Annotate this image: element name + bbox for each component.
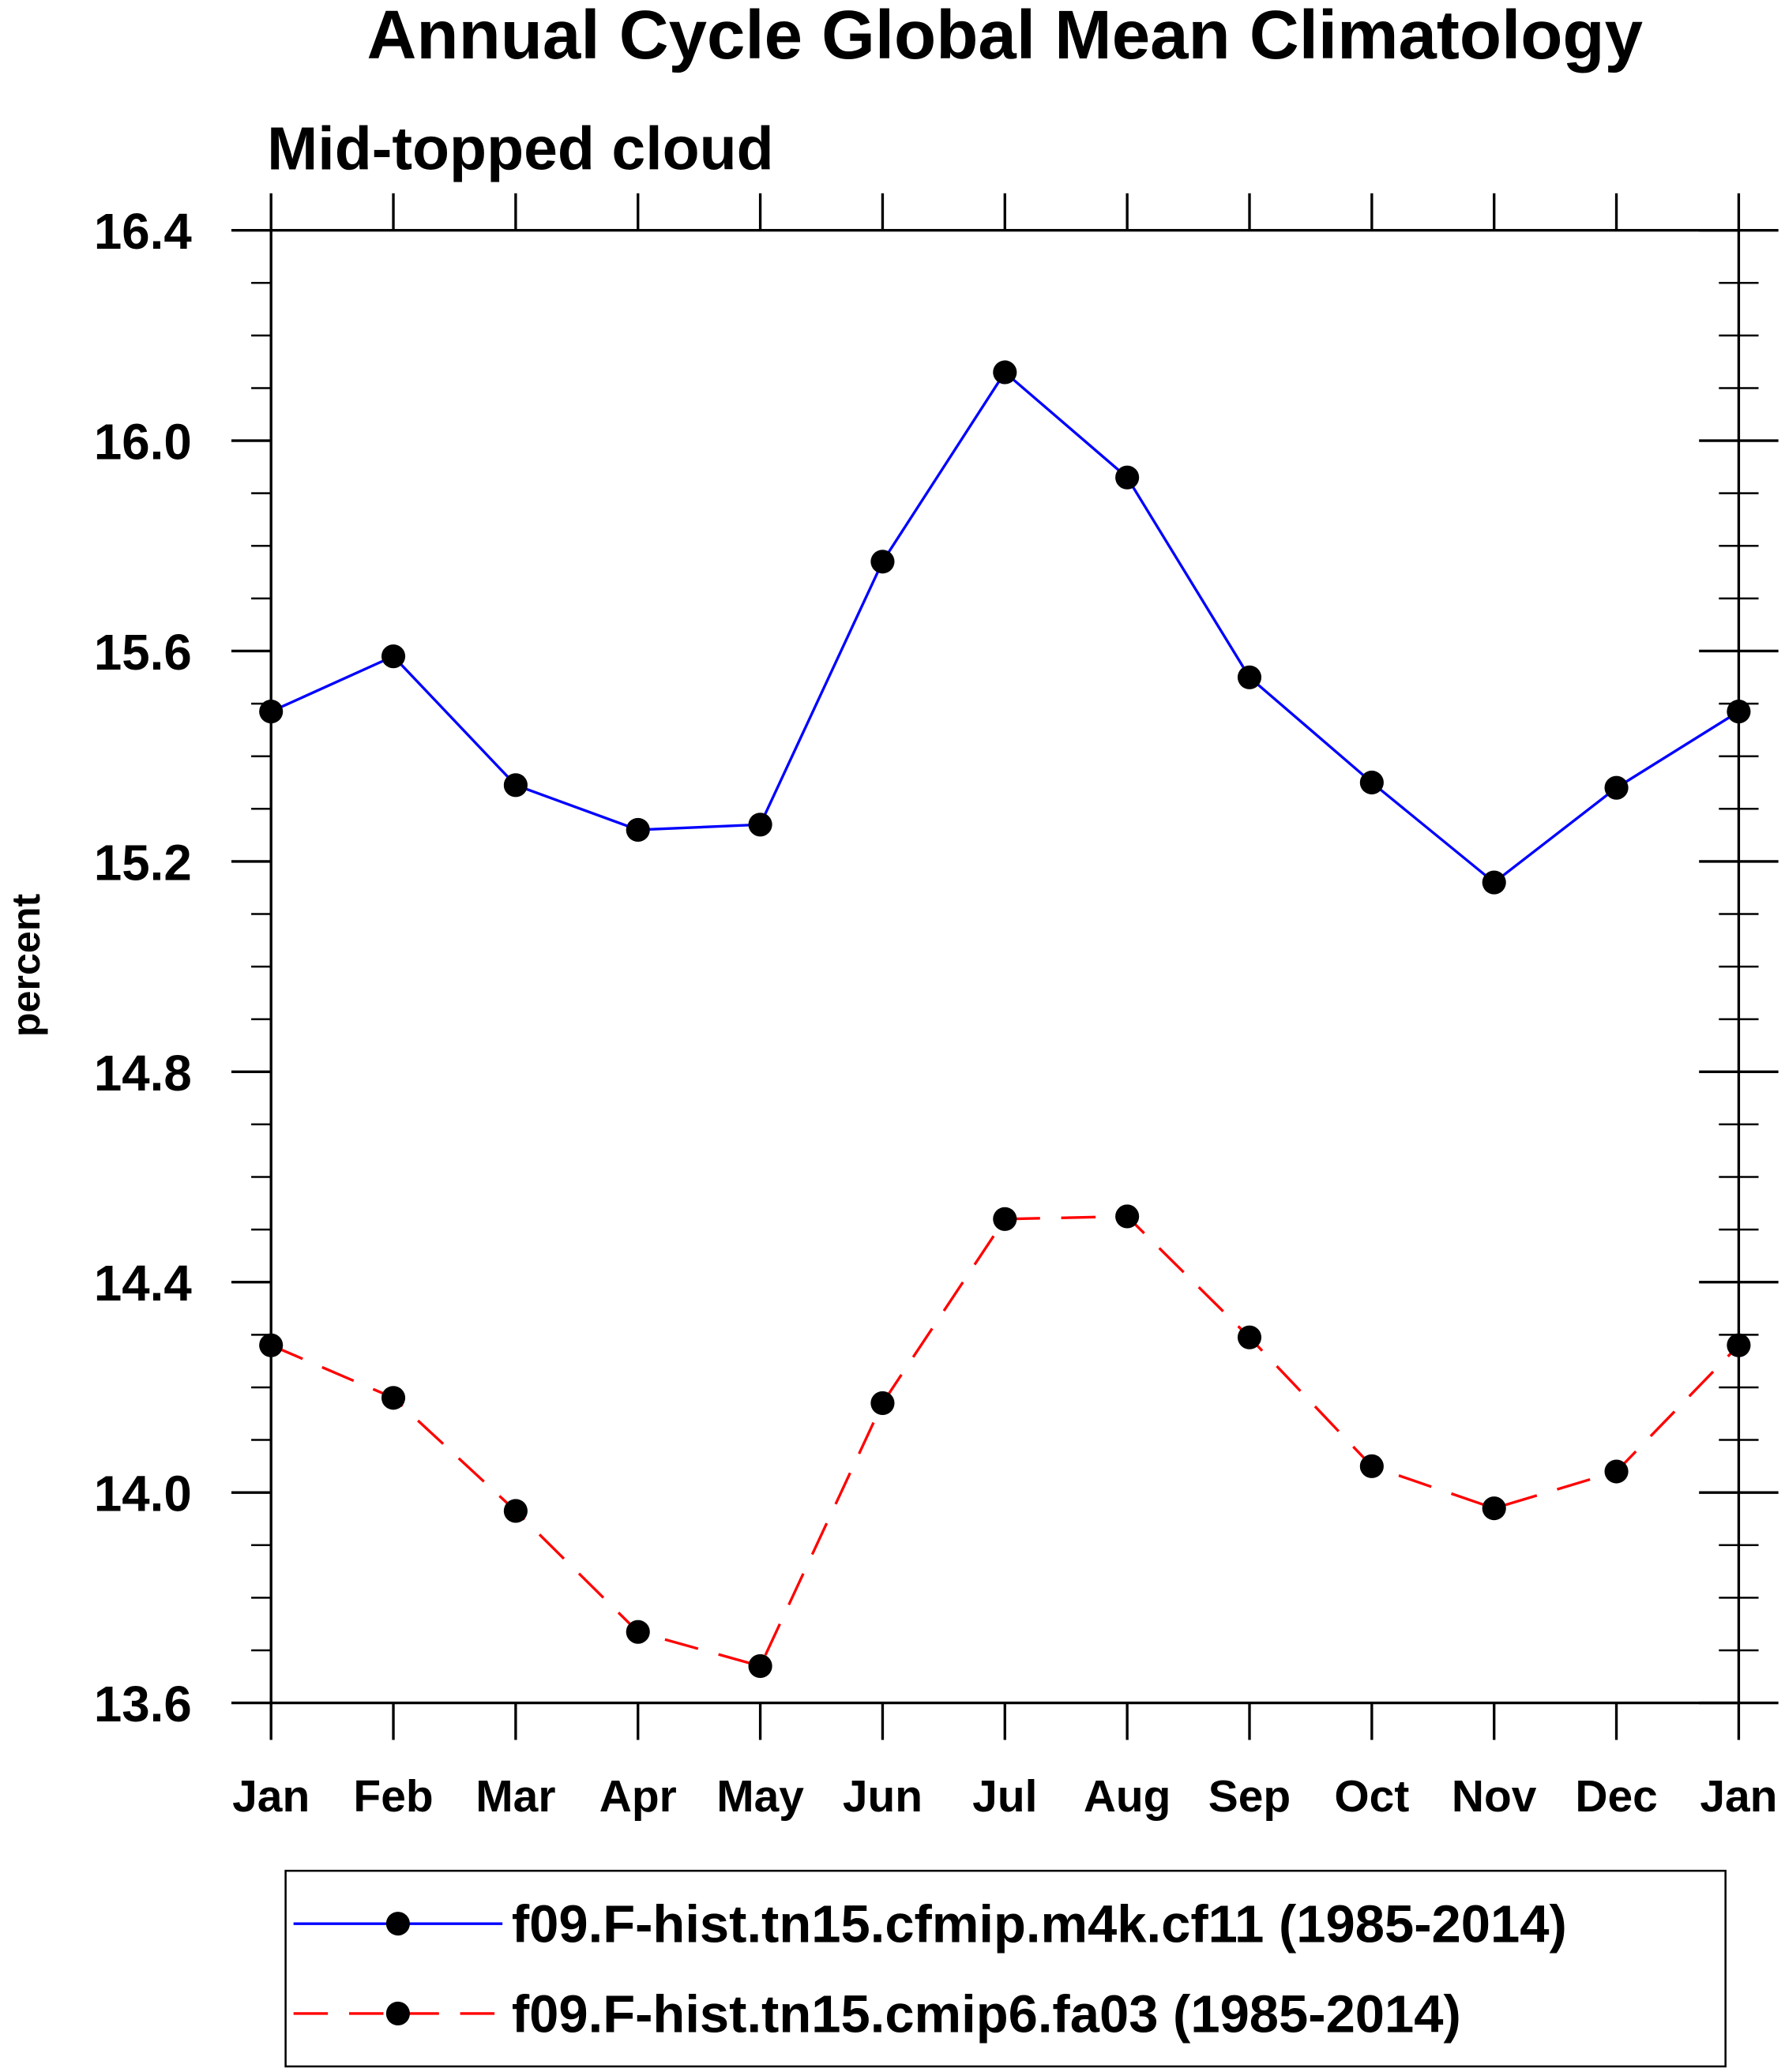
- data-point: [1359, 1454, 1384, 1478]
- series-line-1: [270, 1214, 1740, 1668]
- data-point: [1237, 1325, 1262, 1349]
- legend-label: f09.F-hist.tn15.cfmip.m4k.cf11 (1985-201…: [512, 1895, 1567, 1954]
- x-tick-label: Aug: [1084, 1771, 1171, 1822]
- data-point: [1115, 1204, 1140, 1229]
- y-tick-label: 14.4: [94, 1256, 192, 1312]
- series-line-0: [270, 370, 1740, 884]
- data-point: [381, 644, 406, 669]
- legend: f09.F-hist.tn15.cfmip.m4k.cf11 (1985-201…: [284, 1869, 1727, 2068]
- y-tick-label: 16.0: [94, 415, 192, 471]
- x-tick-label: Jan: [232, 1771, 310, 1822]
- data-point: [626, 1620, 650, 1644]
- x-tick-label: Jun: [843, 1771, 923, 1822]
- x-tick-label: Jan: [1700, 1771, 1777, 1822]
- data-point: [993, 1207, 1017, 1231]
- chart-title: Annual Cycle Global Mean Climatology: [367, 0, 1643, 73]
- data-point: [381, 1386, 406, 1410]
- data-point: [626, 817, 650, 843]
- x-tick-label: Jul: [972, 1771, 1037, 1822]
- legend-marker: [385, 1912, 410, 1936]
- y-tick-label: 14.0: [94, 1466, 192, 1522]
- x-tick-label: May: [716, 1771, 804, 1822]
- y-tick-label: 13.6: [94, 1676, 192, 1732]
- y-tick-label: 15.6: [94, 625, 192, 681]
- y-tick-label: 14.8: [94, 1045, 192, 1102]
- data-point: [748, 1653, 772, 1679]
- data-point: [870, 1391, 895, 1415]
- x-tick-label: Dec: [1575, 1771, 1657, 1822]
- x-tick-label: Apr: [599, 1771, 677, 1822]
- legend-label: f09.F-hist.tn15.cmip6.fa03 (1985-2014): [512, 1984, 1461, 2044]
- plot-frame: [269, 228, 1741, 1705]
- data-point: [503, 1499, 528, 1523]
- y-tick-label: 16.4: [94, 204, 192, 260]
- legend-marker: [385, 2001, 410, 2026]
- data-point: [1604, 775, 1629, 800]
- data-point: [1237, 665, 1262, 689]
- data-point: [1604, 1459, 1629, 1484]
- y-axis-label: percent: [4, 893, 48, 1037]
- data-point: [1482, 1496, 1506, 1521]
- legend-box: [284, 1869, 1727, 2068]
- y-tick-label: 15.2: [94, 835, 192, 891]
- x-tick-label: Feb: [353, 1771, 433, 1822]
- x-tick-label: Sep: [1208, 1771, 1291, 1822]
- data-point: [1359, 770, 1384, 795]
- x-tick-label: Oct: [1334, 1771, 1409, 1822]
- data-point: [503, 773, 528, 798]
- data-point: [259, 1333, 284, 1357]
- data-point: [993, 360, 1017, 385]
- x-tick-label: Nov: [1452, 1771, 1537, 1822]
- chart-subtitle: Mid-topped cloud: [267, 115, 774, 183]
- x-tick-label: Mar: [475, 1771, 555, 1822]
- data-point: [870, 550, 895, 574]
- data-point: [259, 700, 284, 724]
- data-point: [1115, 465, 1140, 490]
- data-point: [1482, 870, 1506, 895]
- data-point: [1727, 700, 1751, 724]
- data-point: [748, 813, 772, 837]
- data-point: [1727, 1333, 1751, 1357]
